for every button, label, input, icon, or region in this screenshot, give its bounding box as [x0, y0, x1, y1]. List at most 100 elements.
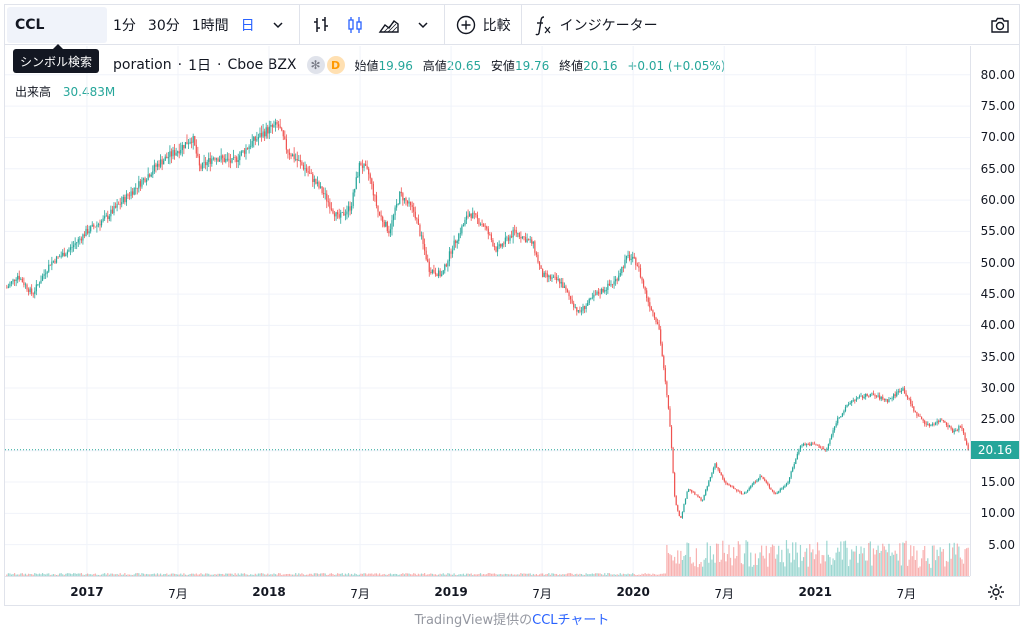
candle-body — [804, 443, 806, 446]
candle-body — [875, 396, 878, 397]
candle-body — [430, 271, 432, 273]
volume-bar — [950, 558, 952, 576]
price-axis[interactable]: 80.00 75.00 70.00 65.00 60.00 55.00 50.00 45.00… — [970, 46, 1019, 576]
volume-bar — [108, 574, 110, 576]
symbol-search-input[interactable]: CCL — [7, 6, 107, 43]
volume-bar — [737, 541, 739, 576]
candle-body — [879, 395, 881, 400]
volume-bar — [743, 553, 746, 576]
candle-body — [332, 209, 334, 214]
price-tick-label: 50.00 — [980, 255, 1015, 270]
compare-button[interactable]: 比較 — [449, 5, 517, 45]
volume-bar — [113, 574, 115, 576]
price-tick-label: 30.00 — [980, 381, 1015, 396]
volume-bar — [568, 573, 570, 576]
candle-body — [767, 482, 769, 485]
interval-1h-button[interactable]: 1時間 — [191, 17, 229, 34]
candle-body — [310, 173, 312, 174]
candle-body — [74, 243, 76, 246]
candle-body — [209, 158, 211, 164]
settings-button[interactable] — [985, 581, 1007, 607]
volume-bar — [194, 574, 196, 576]
volume-bar — [220, 573, 222, 576]
delayed-badge[interactable]: D — [326, 56, 345, 74]
volume-bar — [672, 560, 674, 576]
volume-bar — [46, 573, 48, 576]
volume-bar — [295, 573, 297, 576]
candle-body — [483, 224, 485, 227]
footer-chart-link[interactable]: CCLチャート — [532, 613, 610, 628]
candle-body — [841, 413, 843, 417]
candle-body — [66, 251, 68, 255]
volume-bar — [646, 574, 648, 576]
volume-bar — [32, 574, 34, 576]
candle-body — [894, 394, 896, 397]
volume-bar — [492, 573, 494, 576]
candle-body — [461, 226, 463, 234]
chart-type-dropdown-button[interactable] — [406, 5, 440, 45]
candle-body — [597, 291, 600, 294]
candle-body — [121, 202, 123, 205]
volume-bar — [924, 545, 926, 576]
candle-body — [829, 439, 831, 445]
interval-dropdown-button[interactable] — [261, 5, 295, 45]
bar-chart-button[interactable] — [304, 5, 338, 45]
candle-body — [925, 423, 927, 425]
candle-body — [700, 497, 702, 501]
interval-30m-button[interactable]: 30分 — [147, 17, 180, 34]
volume-bar — [431, 573, 433, 576]
asterisk-icon[interactable]: ✻ — [306, 56, 325, 74]
candle-body — [383, 221, 385, 227]
volume-bar — [37, 574, 39, 576]
candle-body — [521, 236, 524, 239]
candle-body — [107, 215, 109, 220]
candle-body — [855, 398, 857, 401]
volume-bar — [267, 573, 269, 576]
candle-body — [351, 206, 353, 211]
interval-1m-button[interactable]: 1分 — [113, 17, 136, 34]
volume-bar — [427, 574, 429, 576]
price-chart[interactable]: 17 — [5, 46, 970, 576]
volume-bar — [708, 562, 710, 576]
volume-bar — [135, 573, 137, 576]
volume-bar — [470, 573, 472, 576]
open-value: 19.96 — [378, 58, 413, 73]
candle-body — [821, 448, 823, 449]
volume-bar — [849, 559, 851, 576]
volume-bar — [852, 551, 854, 576]
candle-body — [451, 250, 454, 254]
price-tick-label: 60.00 — [980, 193, 1015, 208]
volume-bar — [959, 557, 962, 576]
area-chart-button[interactable] — [372, 5, 406, 45]
volume-bar — [582, 574, 584, 576]
volume-bar — [260, 573, 263, 576]
candle-body — [7, 286, 9, 288]
candle-body — [458, 233, 460, 241]
volume-bar — [425, 574, 427, 576]
volume-bar — [750, 552, 752, 576]
candle-body — [256, 139, 258, 141]
volume-bar — [225, 573, 227, 576]
candle-body — [239, 155, 241, 161]
volume-bar — [340, 573, 342, 576]
volume-bar — [479, 573, 482, 576]
time-axis[interactable]: 2017 7月 2018 7月 2019 7月 2020 7月 2021 7月 — [5, 576, 970, 606]
volume-bar — [844, 540, 847, 576]
indicators-button[interactable]: インジケーター — [526, 5, 664, 45]
interval-day-button[interactable]: 日 — [240, 17, 255, 34]
price-tick-label: 15.00 — [980, 475, 1015, 490]
volume-bar — [250, 574, 252, 576]
volume-bar — [158, 574, 160, 576]
price-chart-svg[interactable] — [5, 46, 970, 576]
candle-body — [201, 162, 204, 169]
volume-bar — [689, 556, 691, 576]
volume-bar — [726, 554, 729, 576]
candle-body — [484, 226, 486, 227]
candlestick-button[interactable] — [338, 5, 372, 45]
volume-bar — [29, 574, 31, 576]
screenshot-button[interactable] — [989, 14, 1011, 40]
volume-bar — [473, 574, 475, 576]
volume-bar — [172, 573, 174, 576]
candle-body — [582, 306, 584, 311]
volume-bar — [105, 574, 107, 576]
